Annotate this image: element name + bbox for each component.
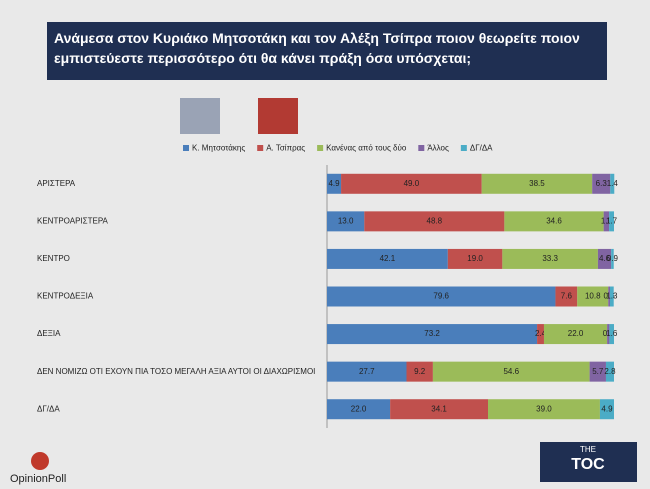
value-label: 27.7: [359, 367, 375, 376]
category-label: ΚΕΝΤΡΟΑΡΙΣΤΕΡΑ: [37, 216, 109, 225]
value-label: 1.4: [607, 179, 619, 188]
value-label: 1.6: [606, 329, 618, 338]
bar-segment: [488, 399, 600, 420]
chart-title: Ανάμεσα στον Κυριάκο Μητσοτάκη και τον Α…: [47, 22, 607, 80]
bar-segment: [327, 399, 391, 420]
legend-label: Άλλος: [427, 144, 449, 153]
bar-segment: [609, 324, 614, 345]
value-label: 33.3: [542, 254, 558, 263]
value-label: 79.6: [433, 292, 449, 301]
bar-segment: [327, 248, 448, 269]
value-label: 2.8: [604, 367, 616, 376]
bar-segment: [597, 248, 612, 269]
value-label: 73.2: [424, 329, 440, 338]
value-label: 6.3: [596, 179, 608, 188]
value-label: 2.4: [535, 329, 547, 338]
brand-left: OpinionPoll: [10, 473, 66, 485]
value-label: 0.9: [607, 254, 619, 263]
category-label: ΑΡΙΣΤΕΡΑ: [37, 179, 76, 188]
category-label: ΔΕΝ ΝΟΜΙΖΩ ΟΤΙ ΕΧΟΥΝ ΠΙΑ ΤΟΣΟ ΜΕΓΑΛΗ ΑΞΙ…: [37, 367, 315, 376]
bar-segment: [609, 286, 614, 307]
category-label: ΔΕΞΙΑ: [37, 329, 61, 338]
value-label: 0.8: [603, 329, 615, 338]
photo: [180, 98, 220, 134]
legend-label: Α. Τσίπρας: [266, 144, 305, 153]
brand-right: TOC: [571, 456, 605, 473]
value-label: 42.1: [380, 254, 396, 263]
bar-segment: [504, 211, 604, 232]
bar-segment: [327, 361, 407, 382]
category-label: ΚΕΝΤΡΟ: [37, 254, 70, 263]
bar-segment: [605, 361, 614, 382]
bar-segment: [481, 173, 593, 194]
value-label: 5.7: [592, 367, 604, 376]
legend-swatch: [183, 145, 189, 151]
value-label: 4.6: [599, 254, 611, 263]
value-label: 1.9: [601, 216, 613, 225]
value-label: 19.0: [467, 254, 483, 263]
legend-label: Κανένας από τους δύο: [326, 144, 407, 153]
bar-segment: [555, 286, 578, 307]
bar-segment: [390, 399, 489, 420]
bar-segment: [611, 248, 614, 269]
value-label: 1.7: [606, 216, 618, 225]
value-label: 22.0: [568, 329, 584, 338]
bar-segment: [406, 361, 433, 382]
bar-segment: [341, 173, 482, 194]
legend-label: ΔΓ/ΔΑ: [470, 144, 493, 153]
legend-swatch: [460, 145, 467, 151]
value-label: 38.5: [529, 179, 545, 188]
logo-box: [540, 442, 637, 482]
value-label: 34.6: [546, 216, 562, 225]
bar-segment: [537, 324, 544, 345]
bar-segment: [327, 286, 556, 307]
value-label: 54.6: [503, 367, 519, 376]
category-label: ΔΓ/ΔΑ: [37, 404, 60, 413]
value-label: 22.0: [351, 404, 367, 413]
value-label: 48.8: [427, 216, 443, 225]
logo-icon: [31, 452, 49, 470]
bar-segment: [543, 324, 608, 345]
bar-segment: [364, 211, 505, 232]
value-label: 13.0: [338, 216, 354, 225]
brand-right-top: THE: [580, 445, 596, 454]
value-label: 7.6: [561, 292, 573, 301]
bar-segment: [447, 248, 503, 269]
category-label: ΚΕΝΤΡΟΔΕΞΙΑ: [37, 292, 94, 301]
value-label: 4.9: [601, 404, 613, 413]
bar-segment: [327, 211, 365, 232]
bar-segment: [502, 248, 598, 269]
bar-segment: [327, 173, 342, 194]
legend-swatch: [317, 145, 324, 151]
value-label: 39.0: [536, 404, 552, 413]
value-label: 0.6: [604, 292, 616, 301]
bar-segment: [610, 173, 615, 194]
bar-segment: [608, 286, 610, 307]
bar-segment: [599, 399, 614, 420]
legend-label: Κ. Μητσοτάκης: [192, 144, 245, 153]
bar-segment: [592, 173, 611, 194]
bar-segment: [603, 211, 610, 232]
value-label: 10.8: [585, 292, 601, 301]
legend-swatch: [418, 145, 425, 151]
bar-segment: [589, 361, 606, 382]
bar-segment: [577, 286, 609, 307]
value-label: 4.9: [328, 179, 340, 188]
photo: [258, 98, 298, 134]
bar-segment: [607, 324, 610, 345]
bar-segment: [432, 361, 590, 382]
value-label: 1.3: [606, 292, 618, 301]
value-label: 9.2: [414, 367, 426, 376]
value-label: 49.0: [404, 179, 420, 188]
legend-swatch: [257, 145, 264, 151]
bar-segment: [327, 324, 538, 345]
bar-segment: [609, 211, 614, 232]
value-label: 34.1: [431, 404, 447, 413]
